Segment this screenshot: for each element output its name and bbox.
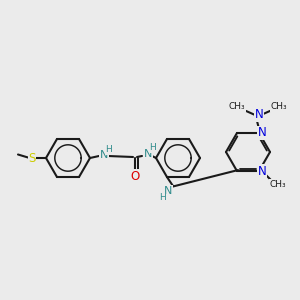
Text: CH₃: CH₃ (270, 180, 286, 189)
Text: O: O (130, 169, 140, 182)
Text: N: N (258, 165, 266, 178)
Text: N: N (100, 150, 108, 160)
Text: N: N (258, 126, 266, 140)
Text: H: H (106, 146, 112, 154)
Text: N: N (164, 186, 172, 196)
Text: CH₃: CH₃ (271, 102, 287, 111)
Text: H: H (150, 143, 156, 152)
Text: N: N (144, 149, 152, 159)
Text: S: S (28, 152, 36, 164)
Text: N: N (255, 108, 263, 122)
Text: CH₃: CH₃ (229, 102, 245, 111)
Text: H: H (159, 194, 165, 202)
